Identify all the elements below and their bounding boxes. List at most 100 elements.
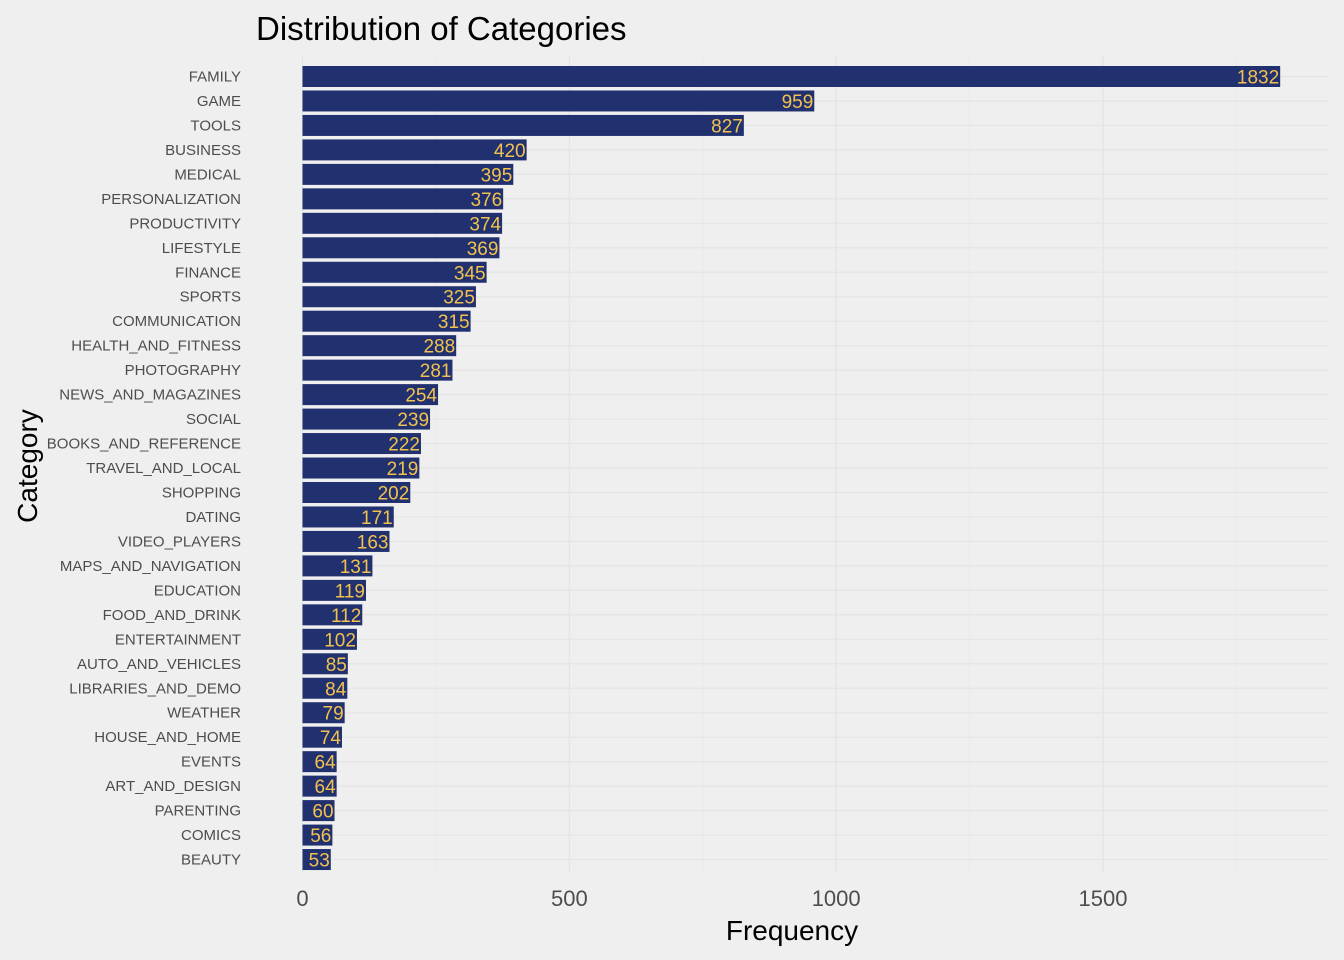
bar-value-label: 345 — [454, 263, 486, 284]
bar-value-label: 163 — [357, 532, 389, 553]
bar-value-label: 1832 — [1237, 68, 1279, 89]
bar-value-label: 420 — [494, 141, 526, 162]
bar — [302, 66, 1281, 87]
bar — [302, 604, 363, 626]
bar-value-label: 56 — [310, 826, 331, 847]
y-axis-tick-label: MEDICAL — [174, 166, 241, 183]
y-axis-tick-label: BEAUTY — [181, 852, 241, 869]
bar-value-label: 64 — [315, 753, 337, 774]
bar-value-label: 85 — [326, 655, 347, 676]
x-axis-tick-label: 0 — [296, 886, 308, 911]
bar — [302, 824, 333, 846]
y-axis-tick-label: LIFESTYLE — [162, 240, 241, 257]
y-axis-tick-label: PARENTING — [155, 803, 241, 820]
y-axis-tick-label: PERSONALIZATION — [101, 191, 241, 208]
bar — [302, 457, 420, 479]
bar-value-label: 64 — [315, 777, 337, 798]
y-axis-tick-label: ENTERTAINMENT — [115, 631, 241, 648]
bar — [302, 481, 411, 503]
y-axis-tick-label: BUSINESS — [165, 142, 241, 159]
bar — [302, 726, 342, 748]
bar — [302, 555, 373, 577]
bar-value-label: 281 — [420, 361, 452, 382]
chart-title: Distribution of Categories — [256, 10, 627, 47]
bar-value-label: 222 — [388, 435, 420, 456]
bar — [302, 139, 527, 161]
bar-value-label: 959 — [782, 92, 814, 113]
bar-value-label: 325 — [443, 288, 475, 309]
y-axis-tick-label: WEATHER — [167, 705, 241, 722]
bar — [302, 163, 514, 185]
bar — [302, 335, 457, 357]
y-axis-tick-label: SOCIAL — [186, 411, 241, 428]
y-axis-tick-label: FINANCE — [175, 264, 241, 281]
bar — [302, 261, 487, 283]
y-axis-tick-label: PHOTOGRAPHY — [125, 362, 241, 379]
bar — [302, 359, 453, 381]
bar-value-label: 53 — [309, 851, 330, 872]
bar — [302, 751, 337, 773]
bar-value-label: 254 — [405, 386, 437, 407]
bar-value-label: 119 — [335, 581, 365, 602]
bar-value-label: 60 — [312, 802, 333, 823]
y-axis-tick-label: GAME — [197, 93, 241, 110]
bar-value-label: 288 — [423, 337, 455, 358]
bar-value-label: 369 — [467, 239, 499, 260]
bars-layer — [302, 66, 1281, 871]
y-axis-tick-label: MAPS_AND_NAVIGATION — [60, 558, 241, 575]
bar — [302, 114, 744, 136]
y-axis-tick-label: TRAVEL_AND_LOCAL — [86, 460, 241, 477]
x-axis-tick-label: 500 — [551, 886, 588, 911]
y-axis-tick-label: LIBRARIES_AND_DEMO — [69, 680, 241, 697]
bar — [302, 628, 357, 650]
bar-value-label: 315 — [438, 312, 470, 333]
bar-value-label: 239 — [397, 410, 429, 431]
bar-value-label: 112 — [331, 606, 361, 627]
bar — [302, 775, 337, 797]
bar — [302, 384, 439, 406]
y-axis-tick-label: HEALTH_AND_FITNESS — [71, 338, 241, 355]
bar-value-label: 374 — [469, 214, 501, 235]
bar-value-label: 74 — [320, 728, 342, 749]
x-axis-title: Frequency — [726, 915, 858, 946]
y-axis-tick-label: SPORTS — [180, 289, 241, 306]
bar — [302, 530, 390, 552]
y-axis-tick-label: SHOPPING — [162, 484, 241, 501]
y-axis-tick-labels: FAMILY GAME TOOLS BUSINESS MEDICAL PERSONALIZ… — [47, 69, 241, 869]
bar — [302, 677, 348, 699]
y-axis-tick-label: FOOD_AND_DRINK — [103, 607, 241, 624]
x-axis-tick-label: 1000 — [812, 886, 861, 911]
bar-value-label: 171 — [361, 508, 393, 529]
bar-value-label: 102 — [324, 630, 356, 651]
bar-labels-layer: 1832 959 827 420 395 376 374 369 345 325 315 288 281… — [309, 68, 1280, 872]
bar-value-label: 376 — [470, 190, 502, 211]
bar — [302, 800, 335, 822]
bar — [302, 310, 471, 332]
bar-value-label: 202 — [378, 483, 410, 504]
bar-value-label: 395 — [481, 165, 513, 186]
y-axis-tick-label: NEWS_AND_MAGAZINES — [59, 387, 241, 404]
bar — [302, 286, 476, 308]
y-axis-tick-label: DATING — [185, 509, 241, 526]
y-axis-tick-label: TOOLS — [190, 117, 241, 134]
bar — [302, 408, 431, 430]
y-axis-tick-label: ART_AND_DESIGN — [105, 778, 241, 795]
bar — [302, 506, 394, 528]
y-axis-tick-label: COMMUNICATION — [112, 313, 241, 330]
y-axis-tick-label: COMICS — [181, 827, 241, 844]
bar — [302, 212, 503, 234]
bar-value-label: 131 — [340, 557, 372, 578]
y-axis-tick-label: PRODUCTIVITY — [129, 215, 241, 232]
bar — [302, 188, 504, 210]
bar-value-label: 219 — [387, 459, 419, 480]
bar — [302, 702, 345, 724]
x-axis-tick-label: 1500 — [1079, 886, 1128, 911]
y-axis-tick-label: BOOKS_AND_REFERENCE — [47, 436, 241, 453]
y-axis-tick-label: EVENTS — [181, 754, 241, 771]
bar — [302, 237, 500, 259]
bar — [302, 433, 421, 455]
y-axis-tick-label: EDUCATION — [154, 582, 241, 599]
y-axis-tick-label: AUTO_AND_VEHICLES — [77, 656, 241, 673]
